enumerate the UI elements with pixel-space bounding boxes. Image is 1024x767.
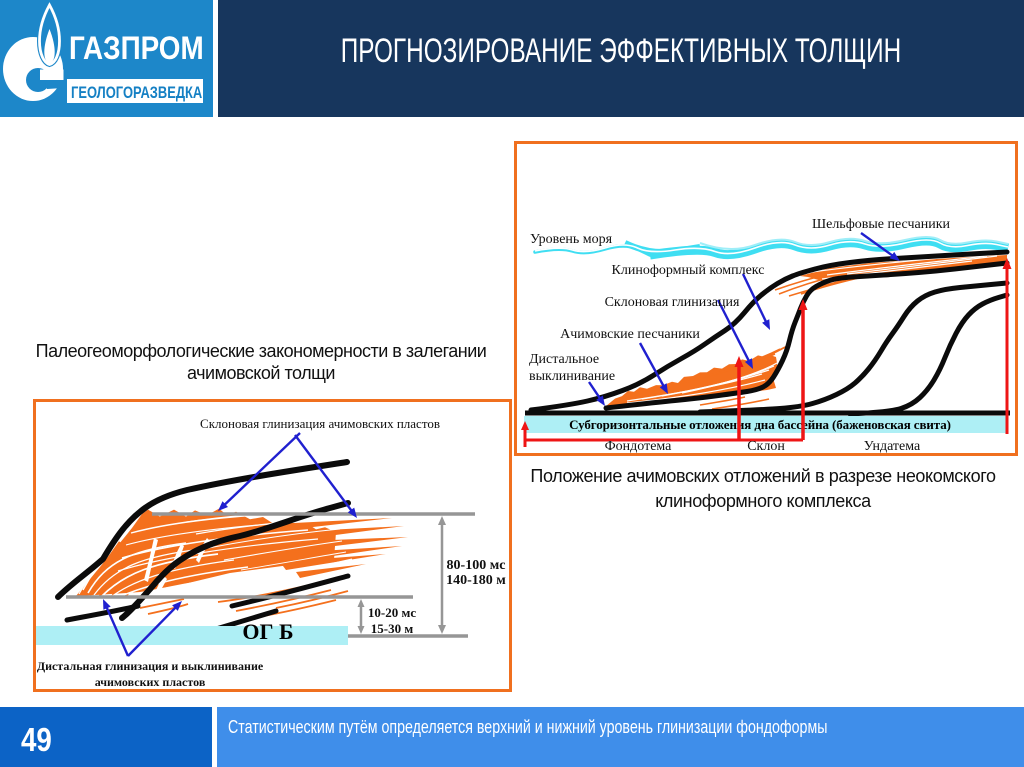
svg-text:Клиноформный комплекс: Клиноформный комплекс — [612, 263, 765, 278]
svg-text:Склоновая глинизация: Склоновая глинизация — [605, 295, 740, 310]
svg-text:Ачимовские песчаники: Ачимовские песчаники — [560, 327, 700, 342]
svg-text:80-100 мс: 80-100 мс — [447, 558, 506, 573]
svg-text:Дистальная глинизация и выклин: Дистальная глинизация и выклинивание — [37, 659, 264, 673]
svg-text:Шельфовые песчаники: Шельфовые песчаники — [812, 217, 951, 232]
svg-text:Ундатема: Ундатема — [864, 439, 921, 453]
svg-text:Уровень моря: Уровень моря — [530, 232, 613, 247]
svg-text:Фондотема: Фондотема — [605, 439, 673, 453]
svg-text:140-180 м: 140-180 м — [446, 573, 506, 588]
svg-text:Склоновая глинизация ачимовски: Склоновая глинизация ачимовских пластов — [200, 416, 440, 431]
svg-text:10-20 мс: 10-20 мс — [368, 605, 416, 620]
svg-text:Дистальное: Дистальное — [529, 352, 599, 367]
svg-text:ачимовских пластов: ачимовских пластов — [95, 675, 206, 689]
svg-text:ОГ Б: ОГ Б — [242, 619, 293, 644]
svg-text:15-30 м: 15-30 м — [371, 621, 414, 636]
svg-text:выклинивание: выклинивание — [529, 369, 615, 384]
svg-text:Склон: Склон — [747, 439, 785, 453]
svg-text:Субгоризонтальные отложения дн: Субгоризонтальные отложения дна бассейна… — [569, 417, 951, 432]
